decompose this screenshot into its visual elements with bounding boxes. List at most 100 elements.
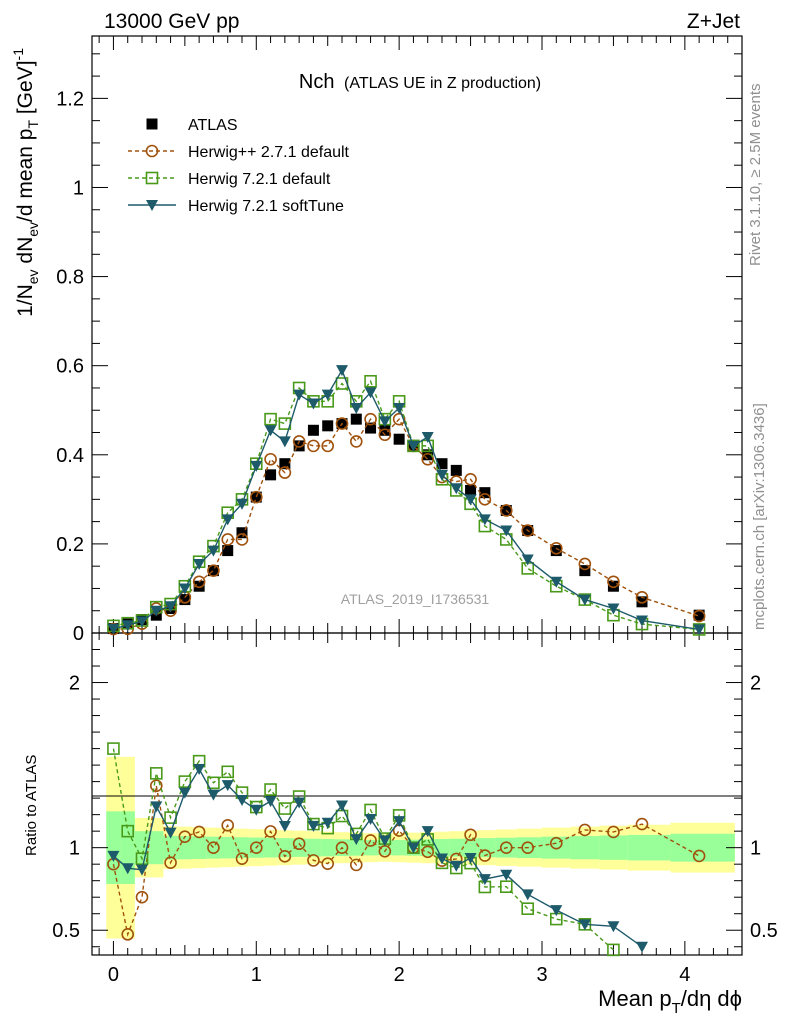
ratio-point [135, 852, 149, 865]
ratio-point [121, 928, 135, 941]
data-point [693, 609, 705, 621]
data-point [422, 449, 434, 461]
data-point [121, 620, 134, 632]
data-point [193, 580, 205, 592]
data-series [107, 365, 706, 957]
legend-label: Herwig 7.2.1 default [188, 171, 331, 188]
ratio-point [307, 854, 320, 867]
data-point [293, 440, 305, 452]
data-point [607, 603, 620, 615]
ratio-point [499, 880, 513, 893]
y-tick-label: 0.8 [56, 267, 84, 289]
ratio-point [378, 835, 391, 847]
ratio-band-inner [106, 811, 121, 884]
data-point [136, 616, 148, 628]
ratio-point [307, 820, 320, 832]
ratio-point [136, 864, 148, 876]
legend-marker [146, 118, 158, 130]
ratio-point [149, 767, 163, 780]
data-point [364, 412, 377, 426]
data-point [250, 491, 262, 503]
legend-label: Herwig 7.2.1 softTune [188, 198, 344, 215]
data-point [579, 565, 591, 577]
data-point [692, 609, 706, 623]
ratio-point [321, 817, 334, 829]
data-point [107, 623, 120, 635]
x-axis-label: Mean pT/dη dϕ [598, 986, 742, 1017]
data-point [521, 554, 534, 566]
ratio-point [450, 860, 463, 872]
ratio-point [178, 830, 192, 843]
ratio-y-tick-label-right: 2 [750, 673, 761, 695]
ratio-point [264, 796, 277, 808]
ratio-point [164, 856, 177, 869]
data-point [550, 545, 562, 557]
ratio-band-inner [220, 836, 235, 859]
ratio-point [249, 841, 263, 854]
data-point [292, 435, 306, 448]
ratio-band-inner [392, 839, 407, 856]
ratio-point [107, 742, 120, 755]
ratio-point [150, 801, 163, 813]
ratio-point [321, 857, 335, 870]
ratio-point [264, 825, 277, 838]
ratio-point [193, 764, 206, 776]
ratio-band-inner [420, 839, 435, 856]
ratio-point [135, 890, 149, 904]
data-point [478, 514, 491, 526]
ratio-band-inner [542, 836, 571, 859]
plot-title-main: Nch [299, 71, 335, 93]
ratio-band-inner [627, 834, 671, 861]
ratio-point [264, 783, 277, 796]
data-point [450, 483, 463, 495]
y-tick-label: 0.6 [56, 356, 84, 378]
plot-title-sub: (ATLAS UE in Z production) [344, 75, 541, 92]
ratio-point [478, 849, 492, 862]
data-point [407, 440, 420, 452]
ratio-point [221, 765, 235, 779]
data-point [464, 472, 477, 486]
ratio-y-axis-label: Ratio to ATLAS [23, 755, 40, 856]
x-tick-label: 4 [679, 964, 690, 986]
data-point [236, 498, 248, 510]
ratio-point [421, 826, 434, 838]
ratio-point [121, 863, 134, 875]
series-line-main [113, 417, 700, 630]
data-point [179, 594, 191, 606]
ratio-point [164, 827, 177, 839]
data-point [264, 412, 277, 426]
data-point [279, 458, 291, 470]
data-point [322, 420, 334, 432]
ratio-band-inner [517, 837, 542, 859]
ratio-point [292, 837, 306, 851]
x-tick-label: 0 [108, 964, 119, 986]
data-point [249, 490, 263, 504]
data-point [264, 425, 277, 437]
analysis-id-label: ATLAS_2019_I1736531 [341, 591, 490, 607]
ratio-point [421, 845, 435, 859]
data-point [178, 583, 191, 595]
data-point [478, 493, 492, 506]
ratio-point [293, 797, 306, 809]
ratio-band-inner [149, 831, 164, 865]
ratio-uncertainty-bands [106, 756, 735, 939]
data-point [321, 389, 334, 401]
ratio-point [407, 842, 420, 854]
legend-label: ATLAS [188, 117, 238, 134]
ratio-point [107, 850, 120, 862]
data-point [307, 398, 320, 410]
data-point [207, 565, 219, 577]
ratio-point [192, 825, 206, 839]
ratio-point [236, 794, 248, 806]
ratio-point [149, 779, 163, 793]
data-point [635, 591, 649, 604]
legend-marker [145, 144, 159, 158]
series-line-main [113, 368, 700, 631]
data-point [207, 564, 220, 577]
ratio-y-tick-label: 2 [69, 673, 80, 695]
series-line-ratio [112, 785, 700, 937]
ratio-band-inner [463, 838, 478, 857]
ratio-band-inner [599, 835, 628, 860]
ratio-point [478, 874, 491, 886]
data-point [236, 527, 248, 539]
